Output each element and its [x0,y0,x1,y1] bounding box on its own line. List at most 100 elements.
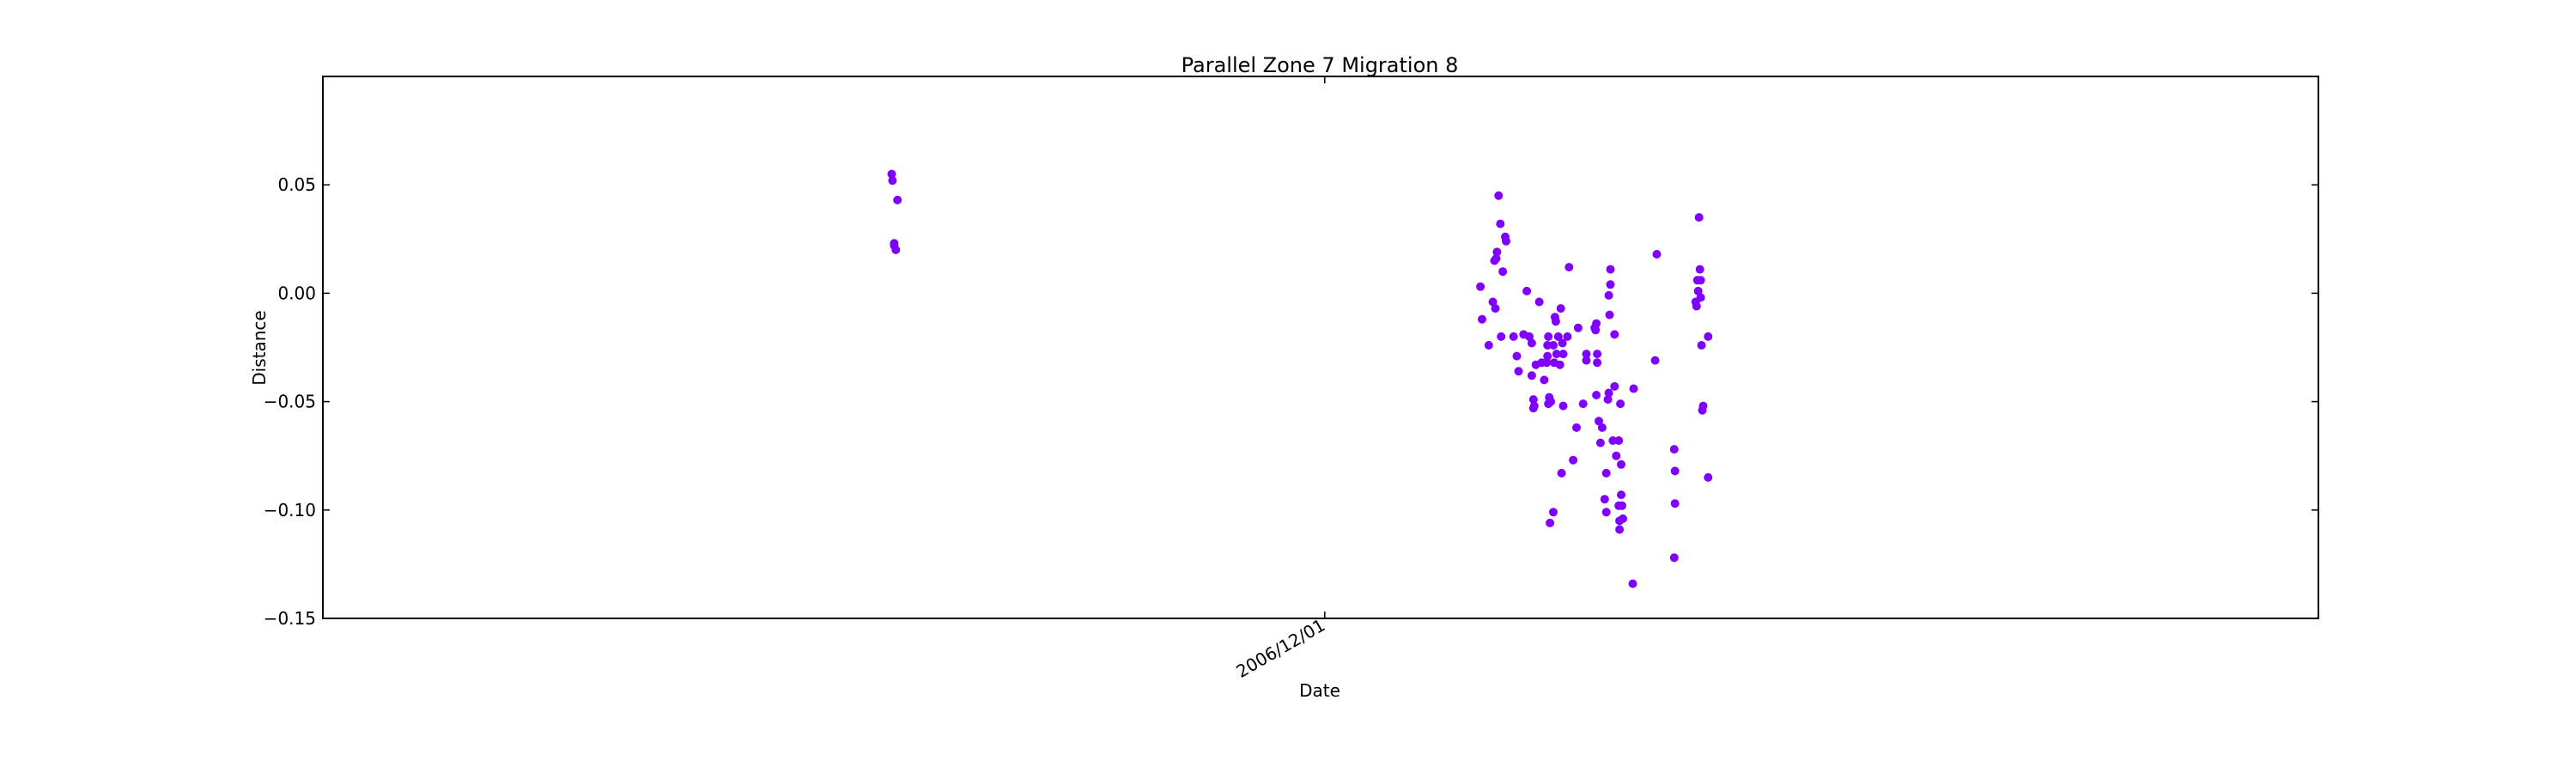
data-point-66 [1593,350,1602,359]
data-point-63 [1582,356,1591,365]
data-point-43 [1549,508,1558,517]
data-point-53 [1558,350,1568,359]
data-point-1 [888,176,897,186]
data-point-21 [1512,351,1522,361]
y-axis-label: Distance [249,310,270,385]
data-point-99 [1669,445,1679,454]
data-point-115 [1704,472,1713,482]
data-point-93 [1618,501,1626,510]
data-point-77 [1604,388,1613,398]
data-point-97 [1650,356,1660,365]
data-point-108 [1695,265,1704,274]
data-point-18 [1502,236,1510,246]
data-point-65 [1592,319,1601,328]
data-point-37 [1542,358,1552,368]
data-point-50 [1555,360,1564,369]
data-point-32 [1534,297,1544,307]
data-point-84 [1610,381,1619,391]
data-point-14 [1494,191,1504,200]
data-point-51 [1556,304,1565,313]
data-point-80 [1606,265,1615,274]
data-point-22 [1514,367,1523,376]
data-point-42 [1546,518,1555,527]
data-point-94 [1619,514,1627,523]
data-point-113 [1698,401,1708,411]
data-point-27 [1527,371,1536,380]
data-point-76 [1603,395,1613,405]
data-point-100 [1669,553,1679,563]
data-point-12 [1492,254,1501,263]
data-point-9 [1488,297,1498,307]
data-point-86 [1614,436,1624,445]
data-point-96 [1629,384,1638,393]
data-point-56 [1563,332,1572,341]
data-point-109 [1696,276,1705,285]
data-point-67 [1593,358,1602,368]
data-point-41 [1544,399,1553,409]
data-point-71 [1595,438,1605,447]
data-point-58 [1569,455,1578,465]
data-point-92 [1617,490,1625,500]
data-point-81 [1606,280,1615,289]
data-point-2 [893,195,902,204]
data-point-73 [1600,495,1609,504]
y-tick-label: −0.15 [264,608,316,629]
data-point-70 [1595,417,1603,426]
data-point-13 [1492,247,1502,257]
data-point-7 [1478,314,1486,324]
x-axis-ticks: 2006/12/01 [1232,76,1328,682]
data-point-114 [1704,332,1713,341]
data-point-16 [1498,267,1508,277]
data-point-28 [1528,395,1538,405]
data-point-30 [1528,404,1538,413]
data-point-104 [1692,301,1701,311]
data-point-68 [1591,326,1601,335]
data-point-38 [1544,332,1553,341]
data-point-34 [1540,375,1549,385]
data-point-25 [1525,332,1534,341]
data-point-95 [1628,579,1637,588]
data-point-8 [1484,341,1493,350]
plot-frame [322,76,2319,619]
data-point-110 [1696,293,1705,302]
data-point-55 [1558,338,1567,348]
y-tick-label: −0.10 [264,500,316,520]
data-point-78 [1605,310,1614,320]
data-point-59 [1572,423,1581,432]
data-point-90 [1616,399,1625,409]
data-point-48 [1552,350,1561,359]
data-point-111 [1697,341,1706,350]
data-point-10 [1491,304,1500,313]
data-point-79 [1604,290,1613,300]
data-point-36 [1543,351,1552,361]
data-point-74 [1601,468,1611,478]
data-point-106 [1693,286,1703,295]
y-tick-label: 0.05 [277,174,316,195]
data-point-62 [1582,350,1591,359]
data-point-6 [1476,282,1485,291]
data-point-47 [1551,317,1560,326]
data-point-107 [1694,213,1704,222]
data-point-49 [1553,332,1563,341]
data-point-75 [1601,508,1611,517]
data-points [887,169,1713,588]
data-point-89 [1615,525,1625,534]
data-point-19 [1497,332,1506,341]
chart-title: Parallel Zone 7 Migration 8 [1182,53,1459,77]
y-axis-ticks: 0.05 0.00 −0.05 −0.10 −0.15 [264,174,2318,629]
data-point-60 [1573,323,1583,332]
x-tick-label: 2006/12/01 [1232,615,1328,682]
data-point-101 [1670,466,1680,476]
data-point-5 [891,245,901,254]
data-point-26 [1527,338,1536,348]
data-point-24 [1522,286,1532,295]
data-point-72 [1597,423,1607,432]
data-point-52 [1557,468,1566,478]
data-point-0 [887,169,896,179]
data-point-69 [1592,391,1601,399]
data-point-20 [1509,332,1518,341]
x-axis-label: Date [1299,680,1340,701]
data-point-61 [1578,399,1588,409]
data-point-91 [1617,460,1625,469]
